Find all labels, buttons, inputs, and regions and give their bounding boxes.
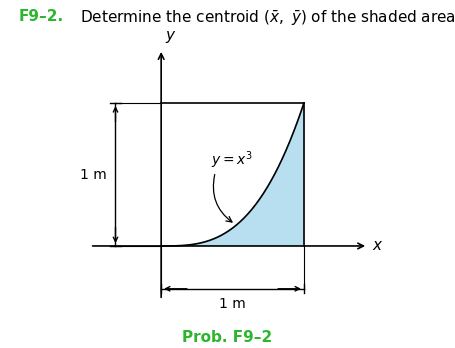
Text: F9–2.: F9–2. <box>18 9 63 24</box>
Text: 1 m: 1 m <box>80 168 107 182</box>
Text: $y$: $y$ <box>166 29 177 45</box>
Text: Determine the centroid $(\bar{x},\ \bar{y})$ of the shaded area.: Determine the centroid $(\bar{x},\ \bar{… <box>80 9 455 28</box>
Text: $x$: $x$ <box>372 238 384 253</box>
Text: Prob. F9–2: Prob. F9–2 <box>182 330 273 345</box>
Text: $y = x^3$: $y = x^3$ <box>211 150 253 171</box>
Text: 1 m: 1 m <box>219 297 246 311</box>
Polygon shape <box>161 103 304 246</box>
